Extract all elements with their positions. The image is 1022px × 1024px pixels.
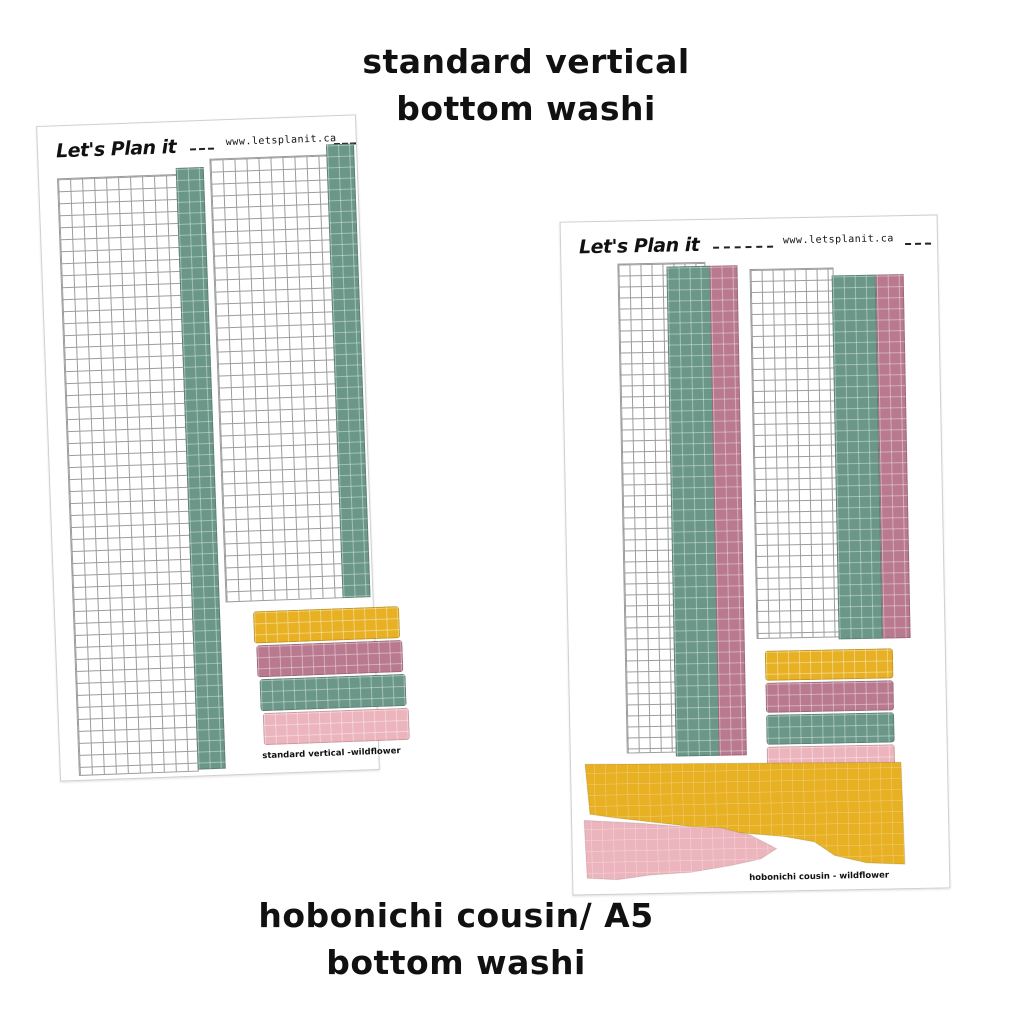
caption-line: bottom washi: [326, 943, 586, 982]
washi-strip-horizontal: [766, 712, 895, 745]
site-url: www.letsplanit.ca: [782, 233, 894, 247]
dash-divider: [190, 147, 215, 151]
dash-divider: [905, 242, 932, 246]
grid-column: [57, 173, 199, 776]
brand-logo: Let's Plan it: [55, 135, 177, 163]
washi-torn-yellow-shape: [584, 761, 906, 865]
washi-strip-horizontal: [262, 707, 410, 746]
site-url: www.letsplanit.ca: [225, 133, 337, 149]
washi-torn-yellow: [583, 756, 907, 872]
washi-strip-vertical: [831, 274, 883, 640]
washi-torn-pink: [580, 815, 781, 883]
sheet-footer-label: standard vertical -wildflower: [262, 746, 401, 762]
washi-strip-horizontal: [253, 606, 401, 644]
caption-standard-vertical: standard vertical bottom washi: [15, 38, 1022, 132]
washi-strip-horizontal: [256, 640, 404, 678]
caption-hobonichi: hobonichi cousin/ A5 bottom washi: [0, 892, 967, 986]
washi-strip-horizontal: [764, 648, 894, 681]
brand-logo: Let's Plan it: [578, 234, 700, 259]
caption-line: bottom washi: [396, 89, 656, 128]
dash-divider: [713, 245, 774, 249]
sticker-sheet-standard-vertical: Let's Plan it www.letsplanit.ca standard…: [36, 114, 410, 782]
sheet-footer-label: hobonichi cousin - wildflower: [749, 870, 890, 884]
sheet-header: Let's Plan it www.letsplanit.ca: [561, 215, 938, 264]
washi-strip-vertical: [875, 274, 911, 639]
sticker-sheet-hobonichi: Let's Plan it www.letsplanit.ca: [559, 214, 951, 896]
washi-strip-horizontal: [259, 673, 407, 712]
washi-torn-pink-shape: [583, 819, 778, 881]
caption-line: hobonichi cousin/ A5: [258, 896, 654, 935]
caption-line: standard vertical: [362, 42, 690, 81]
grid-column: [749, 267, 841, 639]
washi-strip-horizontal: [765, 680, 895, 713]
